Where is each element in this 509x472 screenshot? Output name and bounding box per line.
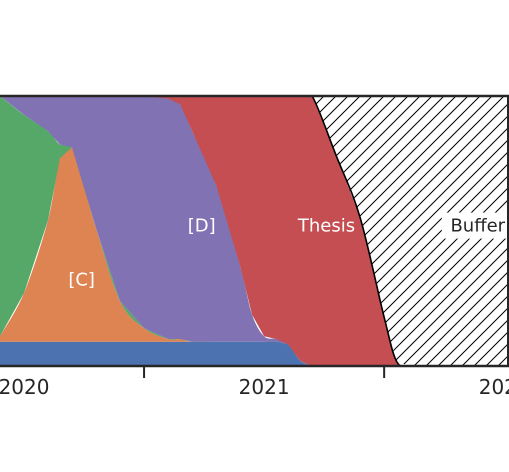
x-tick-label-5: 2022 (479, 375, 509, 399)
annotation-label-2: [D] (188, 216, 216, 237)
axes: 2020 2021 2022 (0, 94, 509, 399)
area-series-2 (0, 142, 509, 366)
annotation-box-4 (441, 212, 509, 239)
x-tick-label-3: 2021 (239, 375, 290, 399)
area-series-6 (0, 96, 509, 366)
plot-area (0, 96, 509, 366)
area-series-4 (0, 96, 509, 366)
area-series-1 (0, 341, 509, 366)
annotation-label-4: Buffer (450, 216, 505, 237)
annotation-label-1: [C] (68, 270, 95, 291)
annotation-layer: [C] [D] Thesis Buffer (68, 212, 509, 291)
area-series-5 (0, 96, 509, 366)
x-tick-label-1: 2020 (0, 375, 49, 399)
annotation-label-3: Thesis (297, 216, 355, 237)
